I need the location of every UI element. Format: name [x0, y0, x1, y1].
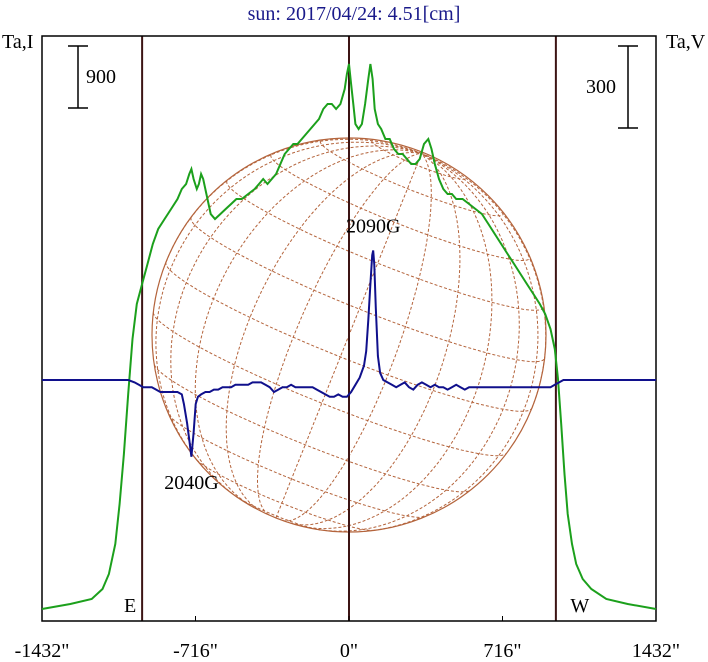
- longitude-grid-line: [257, 152, 422, 516]
- annotations: 2090G 2040G E W: [124, 215, 589, 617]
- series-line-polarization: [42, 250, 656, 457]
- longitude-grid-line: [303, 152, 493, 530]
- right-scale-bar: [618, 45, 638, 129]
- latitude-grid-line: [152, 312, 507, 457]
- longitude-grid-line: [283, 153, 432, 522]
- x-tick-label: -716": [173, 640, 218, 662]
- annotation-label: 2040G: [164, 472, 218, 494]
- annotation-label: 2090G: [346, 215, 400, 237]
- x-axis-ticks: -1432" -716" 0" 716" 1432": [15, 616, 680, 662]
- longitude-grid-line: [275, 153, 422, 518]
- right-scale-bar-label: 300: [586, 76, 616, 98]
- longitude-grid-line: [421, 152, 547, 409]
- latitude-grid-line: [319, 141, 504, 217]
- latitude-grid-line: [153, 364, 470, 493]
- latitude-grid-line: [168, 414, 425, 518]
- left-axis-label: Ta,I: [2, 31, 33, 53]
- longitude-grid-line: [290, 152, 461, 526]
- longitude-grid-line: [363, 152, 539, 532]
- limb-label: E: [124, 595, 136, 617]
- x-tick-label: 0": [340, 640, 358, 662]
- x-tick-label: -1432": [15, 640, 70, 662]
- longitude-grid-line: [165, 138, 422, 263]
- x-tick-label: 1432": [632, 640, 680, 662]
- longitude-grid-line: [194, 149, 422, 506]
- right-axis-label: Ta,V: [666, 31, 706, 53]
- left-scale-bar: [68, 45, 88, 109]
- longitude-grid-line: [318, 152, 520, 532]
- longitude-grid-line: [170, 145, 422, 498]
- limb-marker-lines: [141, 36, 557, 621]
- x-tick-label: 716": [483, 640, 521, 662]
- longitude-grid-line: [155, 141, 422, 468]
- latitude-grid-line: [196, 459, 374, 531]
- latitude-grid-line: [270, 154, 531, 261]
- series-line-intensity: [41, 63, 657, 610]
- limb-label: W: [570, 595, 589, 617]
- left-scale-bar-label: 900: [86, 66, 116, 88]
- latitude-grid-line: [226, 180, 545, 311]
- solar-disk-grid: [151, 137, 547, 533]
- longitude-grid-line: [225, 151, 422, 513]
- chart-title: sun: 2017/04/24: 4.51[cm]: [248, 3, 461, 25]
